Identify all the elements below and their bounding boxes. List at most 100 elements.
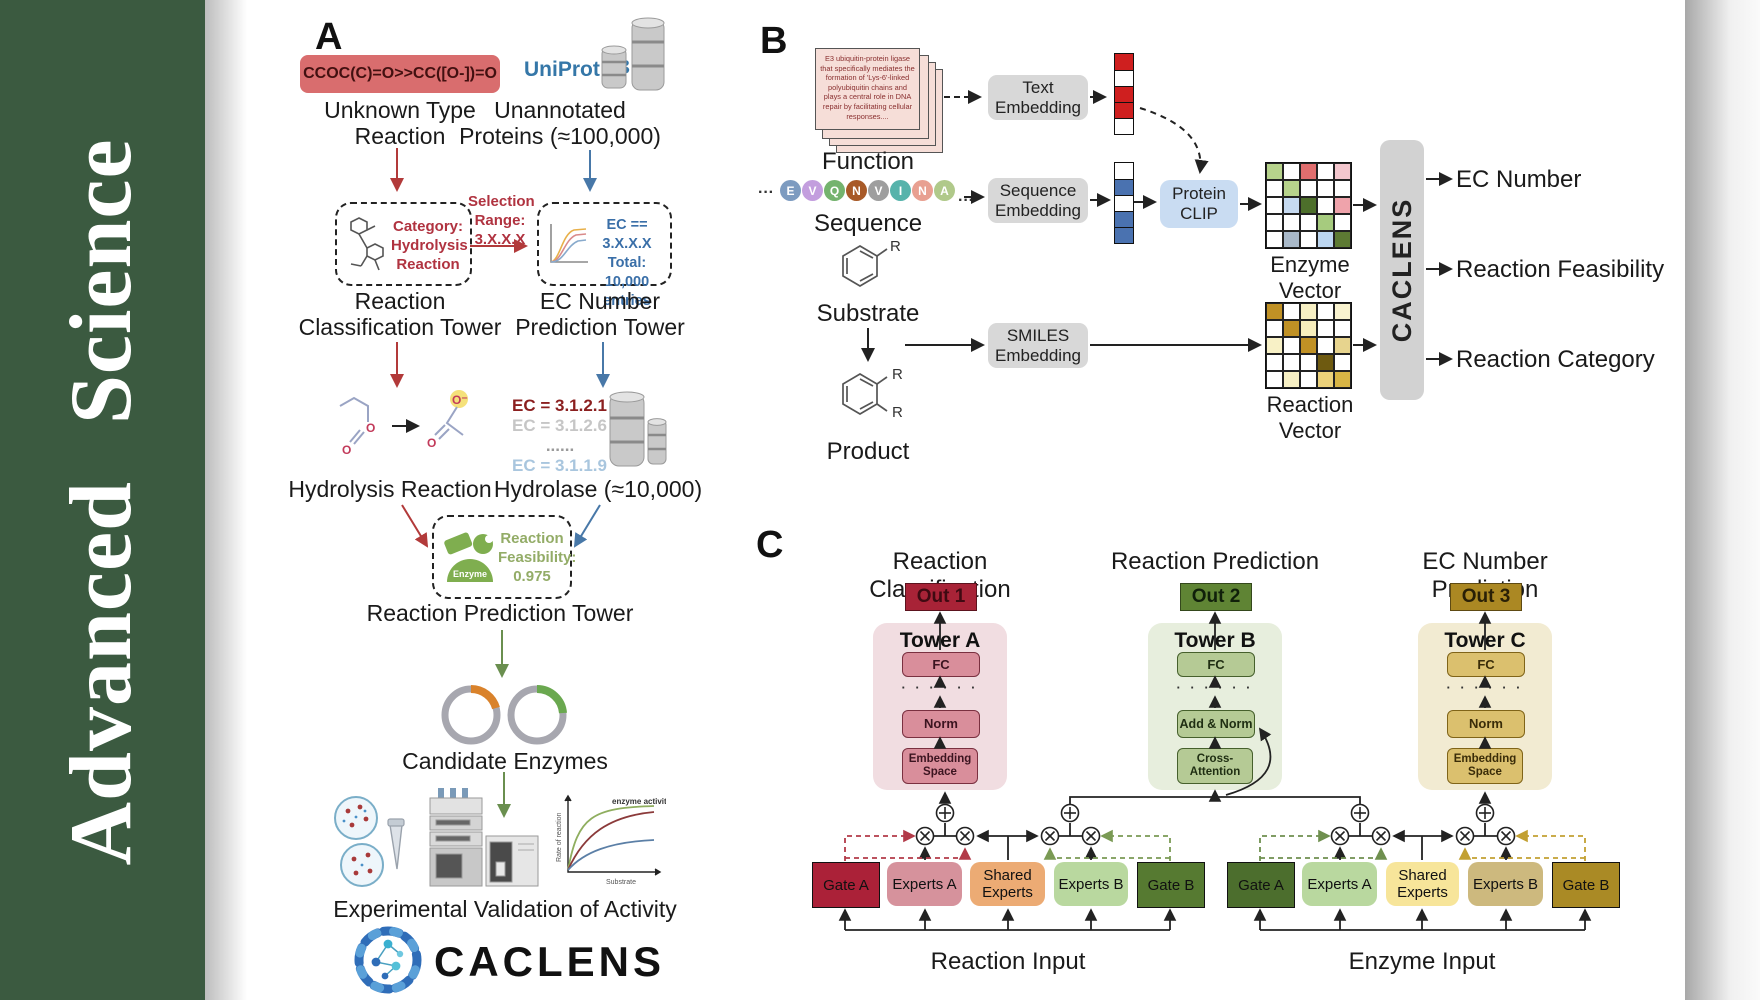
page-edge-right — [1685, 0, 1760, 1000]
product-r-label: R — [892, 404, 903, 421]
vector-cell — [1266, 303, 1283, 320]
hydrolase-label: Hydrolase (≈10,000) — [493, 476, 703, 502]
vector-cell — [1115, 195, 1133, 211]
reaction-classification-box: Category: Hydrolysis Reaction — [335, 202, 472, 286]
ec-item: EC = 3.1.2.6 — [512, 416, 607, 435]
ec-box-line: EC == 3.X.X.X — [602, 217, 652, 252]
vector-cell — [1283, 354, 1300, 371]
validation-label: Experimental Validation of Activity — [333, 896, 677, 922]
substrate-label: Substrate — [816, 300, 920, 327]
tower-b-panel: Tower B FC · · · · · · Add & Norm Cross-… — [1148, 623, 1282, 790]
plot-title: enzyme activity — [612, 797, 666, 806]
shared-experts-enzyme: Shared Experts — [1386, 862, 1459, 906]
residue-circle: V — [868, 180, 889, 201]
caclens-module-box: CACLENS — [1380, 140, 1424, 400]
vector-cell — [1115, 179, 1133, 195]
vector-cell — [1317, 371, 1334, 388]
vector-cell — [1266, 197, 1283, 214]
vector-cell — [1283, 371, 1300, 388]
vector-cell — [1115, 70, 1133, 86]
vector-cell — [1283, 180, 1300, 197]
vector-cell — [1283, 303, 1300, 320]
assay-droplets-icon — [334, 796, 405, 887]
circle-plus-icon — [1350, 803, 1370, 823]
product-label: Product — [826, 438, 910, 465]
out2-box: Out 2 — [1180, 583, 1252, 611]
sum-product-symbols — [915, 803, 1516, 846]
reaction-vector-label: Reaction Vector — [1266, 392, 1354, 443]
circle-times-icon — [1496, 826, 1516, 846]
category-line: Hydrolysis — [391, 237, 468, 254]
function-card-stack: E3 ubiquitin-protein ligase that specifi… — [815, 48, 945, 154]
smiles-embedding-box: SMILES Embedding — [988, 323, 1088, 368]
vector-cell — [1317, 337, 1334, 354]
protein-clip-box: Protein CLIP — [1160, 180, 1238, 228]
feasibility-line: 0.975 — [513, 568, 551, 585]
reaction-input-label: Reaction Input — [930, 948, 1086, 975]
vector-cell — [1283, 197, 1300, 214]
ec-selection-box: EC == 3.X.X.X Total: 10,000 entries — [537, 202, 672, 309]
ec-box-line: entries — [603, 293, 651, 309]
gate-dashed-paths — [844, 829, 1586, 861]
vector-cell — [1300, 303, 1317, 320]
gate-b-enzyme: Gate B — [1552, 862, 1620, 908]
vector-cell — [1266, 180, 1283, 197]
ec-result-list: EC = 3.1.2.1 EC = 3.1.2.6 ...... EC = 3.… — [512, 396, 608, 476]
vector-cell — [1266, 337, 1283, 354]
output-reaction-feasibility: Reaction Feasibility — [1456, 256, 1665, 283]
product-molecule-icon — [842, 373, 888, 415]
circle-times-icon — [1081, 826, 1101, 846]
vector-cell — [1300, 197, 1317, 214]
category-line: Reaction — [396, 256, 460, 273]
vector-cell — [1300, 337, 1317, 354]
vector-cell — [1334, 197, 1351, 214]
enzyme-vector-grid — [1265, 162, 1352, 249]
plot-ylabel: Rate of reaction — [556, 812, 563, 862]
vector-cell — [1317, 303, 1334, 320]
vector-cell — [1300, 214, 1317, 231]
panel-a-arrows — [390, 148, 610, 818]
substrate-r-label: R — [890, 238, 901, 255]
vector-cell — [1334, 371, 1351, 388]
database-icon-small — [609, 391, 667, 467]
plasmid-icons — [441, 684, 567, 745]
vector-cell — [1317, 231, 1334, 248]
journal-sidebar: Advanced Science — [0, 0, 205, 1000]
category-text: Category: Hydrolysis Reaction — [391, 217, 468, 274]
residue-circle: E — [780, 180, 801, 201]
unannotated-proteins-label: Unannotated Proteins (≈100,000) — [459, 97, 661, 149]
circle-plus-icon — [935, 803, 955, 823]
vector-cell — [1300, 163, 1317, 180]
feasibility-text: Reaction Feasibility: 0.975 — [498, 529, 576, 586]
panel-c-label: C — [756, 524, 784, 566]
function-label: Function — [821, 148, 915, 175]
residue-circle: I — [890, 180, 911, 201]
svg-text:O⁻: O⁻ — [452, 393, 468, 407]
gate-a-reaction: Gate A — [812, 862, 880, 908]
circle-times-icon — [1330, 826, 1350, 846]
vector-cell — [1300, 180, 1317, 197]
svg-text:O: O — [366, 421, 375, 435]
vector-cell — [1283, 231, 1300, 248]
column-title-reaction-classification: Reaction Classification — [869, 548, 1010, 603]
shared-experts-reaction: Shared Experts — [970, 862, 1045, 906]
hplc-instrument-icon — [429, 788, 539, 887]
vector-cell — [1115, 118, 1133, 134]
selection-range-label: Selection Range: 3.X.X.X — [468, 192, 535, 249]
residue-circle: Q — [824, 180, 845, 201]
vector-cell — [1266, 231, 1283, 248]
molecule-scribble-icon — [350, 217, 384, 271]
ester-molecule-icon: O O — [339, 396, 375, 457]
database-icon — [601, 17, 665, 91]
experts-a-enzyme: Experts A — [1302, 862, 1377, 906]
vector-cell — [1334, 320, 1351, 337]
feasibility-line: Reaction — [500, 530, 564, 547]
tower-b-fc: FC — [1177, 652, 1255, 677]
residue-circle: V — [802, 180, 823, 201]
vector-cell — [1317, 180, 1334, 197]
vector-cell — [1334, 231, 1351, 248]
curves-chart-icon — [550, 224, 588, 263]
vector-cell — [1283, 214, 1300, 231]
